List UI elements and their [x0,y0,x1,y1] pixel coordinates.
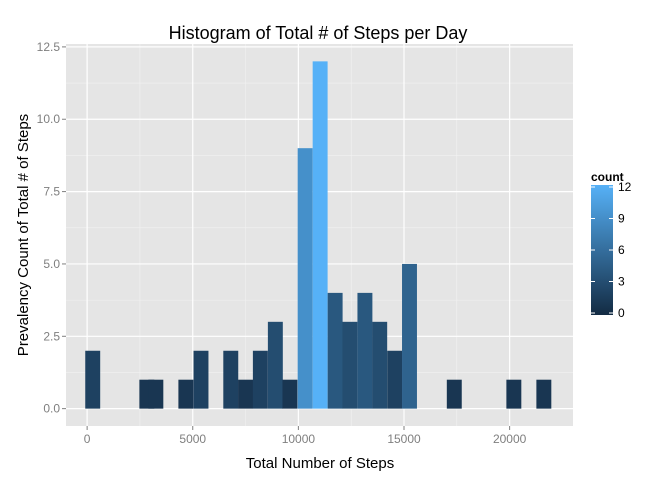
x-axis-title: Total Number of Steps [246,455,394,472]
x-tick-label: 15000 [387,432,421,446]
histogram-bar [327,292,343,409]
y-tick-label: 7.5 [43,185,60,199]
x-axis: 0 5000 10000 15000 20000 [84,426,527,446]
histogram-bars [85,61,552,409]
y-tick-label: 10.0 [37,112,61,126]
legend-tick-label: 12 [618,180,632,194]
legend: count 0 3 6 9 12 [591,170,632,320]
histogram-bar [387,350,403,409]
x-tick-label: 0 [84,432,91,446]
y-tick-label: 2.5 [43,329,60,343]
histogram-bar [223,350,239,409]
histogram-bar [282,379,298,409]
y-tick-label: 12.5 [37,40,61,54]
histogram-bar [85,350,101,409]
histogram-bar [446,379,462,409]
x-tick-label: 20000 [493,432,527,446]
legend-tick-label: 0 [618,306,625,320]
histogram-bar [357,292,373,409]
legend-ticks: 0 3 6 9 12 [591,180,632,320]
histogram-bar [312,61,328,409]
histogram-bar [148,379,164,409]
y-axis-title: Prevalency Count of Total # of Steps [15,114,32,356]
histogram-bar [536,379,552,409]
legend-colorbar [591,185,613,315]
y-tick-label: 5.0 [43,257,60,271]
y-axis: 0.0 2.5 5.0 7.5 10.0 12.5 [37,40,66,416]
histogram-bar [252,350,268,409]
histogram-bar [238,379,254,409]
chart-title: Histogram of Total # of Steps per Day [169,23,468,43]
histogram-bar [267,321,283,409]
histogram-bar [402,263,417,409]
legend-tick-label: 9 [618,212,625,226]
histogram-bar [193,350,209,409]
legend-title: count [591,170,624,184]
y-tick-label: 0.0 [43,402,60,416]
x-tick-label: 5000 [179,432,206,446]
x-tick-label: 10000 [282,432,316,446]
histogram-bar [372,321,388,409]
histogram-bar [506,379,522,409]
legend-tick-label: 3 [618,275,625,289]
legend-tick-label: 6 [618,243,625,257]
histogram-bar [178,379,194,409]
histogram-bar [342,321,358,409]
histogram-bar [297,148,313,409]
